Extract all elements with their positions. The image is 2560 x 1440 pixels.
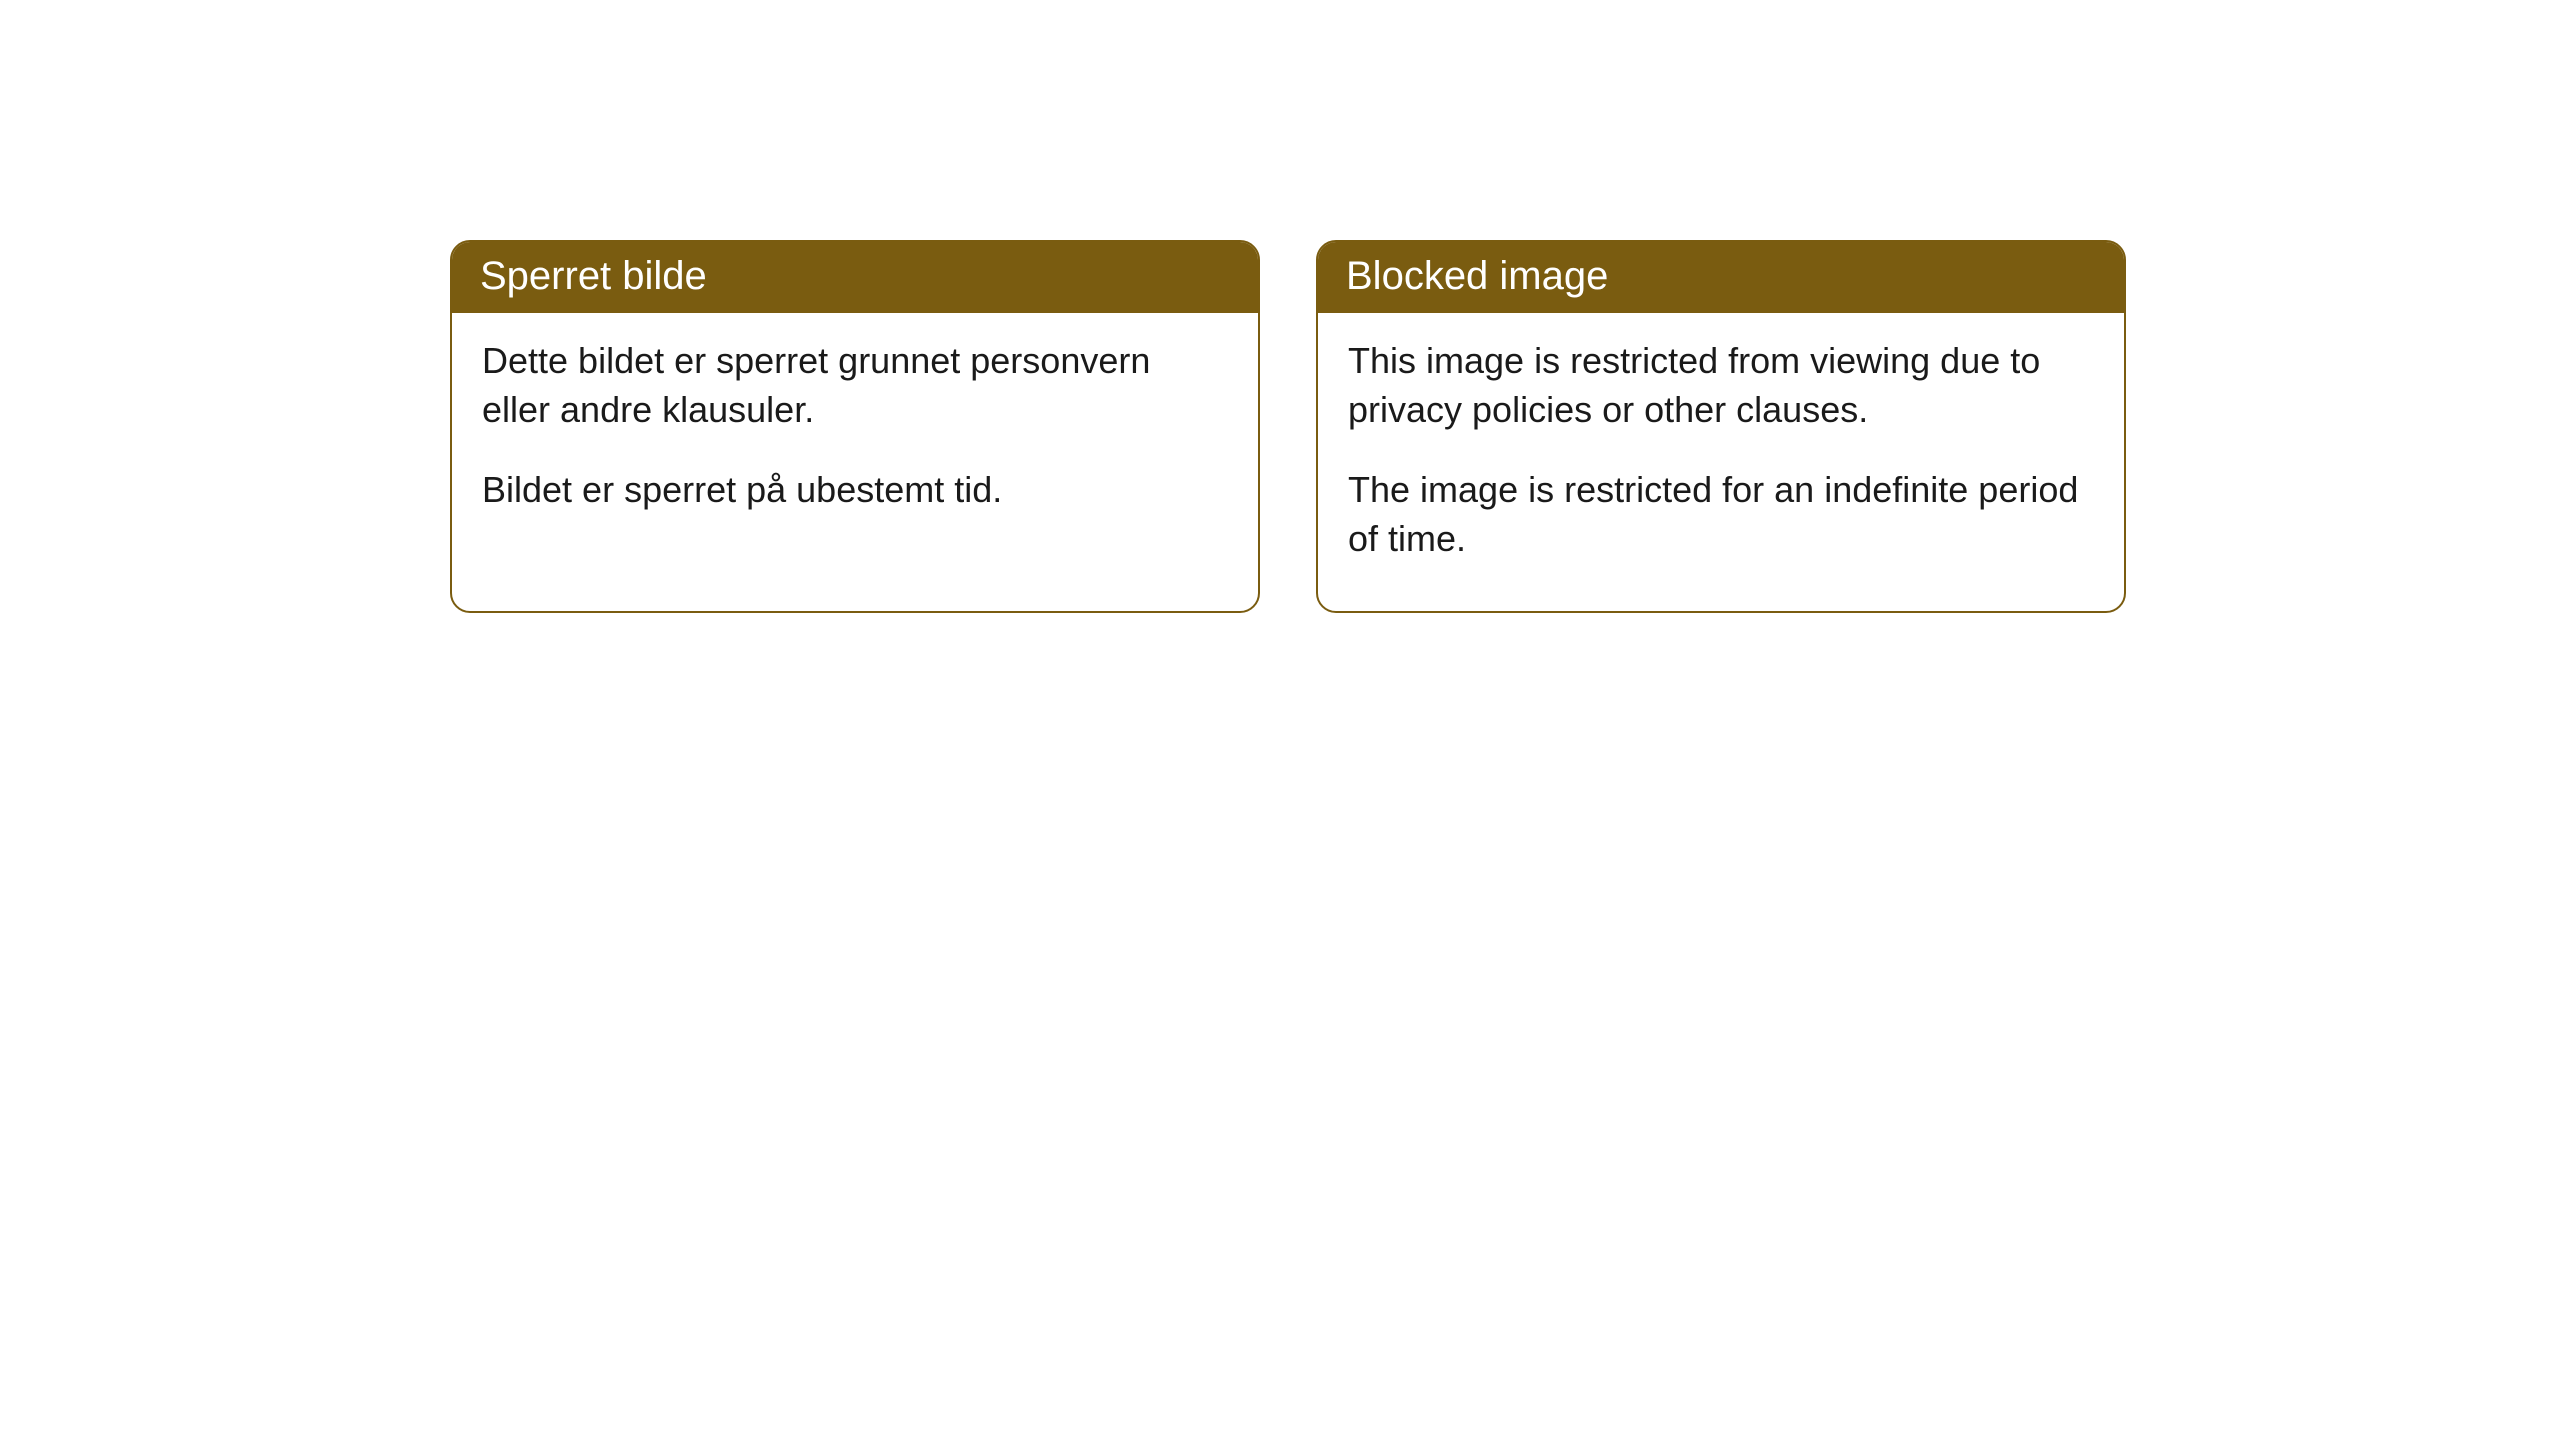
card-body-norwegian: Dette bildet er sperret grunnet personve… xyxy=(452,313,1258,563)
notice-card-english: Blocked image This image is restricted f… xyxy=(1316,240,2126,613)
card-header-english: Blocked image xyxy=(1318,242,2124,313)
card-paragraph: Dette bildet er sperret grunnet personve… xyxy=(482,337,1228,434)
notice-cards-container: Sperret bilde Dette bildet er sperret gr… xyxy=(0,0,2560,613)
notice-card-norwegian: Sperret bilde Dette bildet er sperret gr… xyxy=(450,240,1260,613)
card-paragraph: This image is restricted from viewing du… xyxy=(1348,337,2094,434)
card-paragraph: The image is restricted for an indefinit… xyxy=(1348,466,2094,563)
card-header-norwegian: Sperret bilde xyxy=(452,242,1258,313)
card-body-english: This image is restricted from viewing du… xyxy=(1318,313,2124,611)
card-paragraph: Bildet er sperret på ubestemt tid. xyxy=(482,466,1228,515)
